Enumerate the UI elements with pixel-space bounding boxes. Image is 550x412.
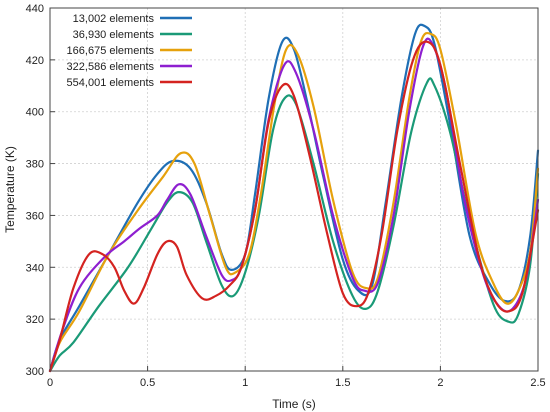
x-axis-title: Time (s) <box>272 397 316 411</box>
y-tick-label: 300 <box>26 366 44 378</box>
x-tick-label: 2 <box>437 377 443 389</box>
x-tick-label: 1.5 <box>335 377 350 389</box>
legend-label: 36,930 elements <box>73 29 155 41</box>
y-tick-label: 420 <box>26 55 44 67</box>
series-line-5 <box>48 40 540 373</box>
series-line-4 <box>48 37 540 373</box>
y-tick-label: 340 <box>26 262 44 274</box>
x-tick-label: 0.5 <box>140 377 155 389</box>
x-axis-ticks: 0 0.5 1 1.5 2 2.5 <box>47 366 546 389</box>
legend-label: 554,001 elements <box>67 77 155 89</box>
x-tick-label: 2.5 <box>530 377 545 389</box>
y-axis-ticks: 300 320 340 360 380 400 420 440 <box>26 3 55 378</box>
y-axis-title: Temperature (K) <box>3 146 17 233</box>
y-tick-label: 400 <box>26 107 44 119</box>
x-tick-label: 0 <box>47 377 53 389</box>
legend-label: 166,675 elements <box>67 45 155 57</box>
y-tick-label: 380 <box>26 159 44 171</box>
grid <box>49 7 539 372</box>
y-tick-label: 440 <box>26 3 44 15</box>
series-line-3 <box>48 31 540 373</box>
series-layer <box>48 23 540 373</box>
legend: 13,002 elements 36,930 elements 166,675 el… <box>67 13 192 89</box>
plot-frame <box>49 7 539 372</box>
legend-label: 322,586 elements <box>67 61 155 73</box>
y-tick-label: 360 <box>26 210 44 222</box>
y-tick-label: 320 <box>26 314 44 326</box>
x-tick-label: 1 <box>242 377 248 389</box>
legend-label: 13,002 elements <box>73 13 155 25</box>
